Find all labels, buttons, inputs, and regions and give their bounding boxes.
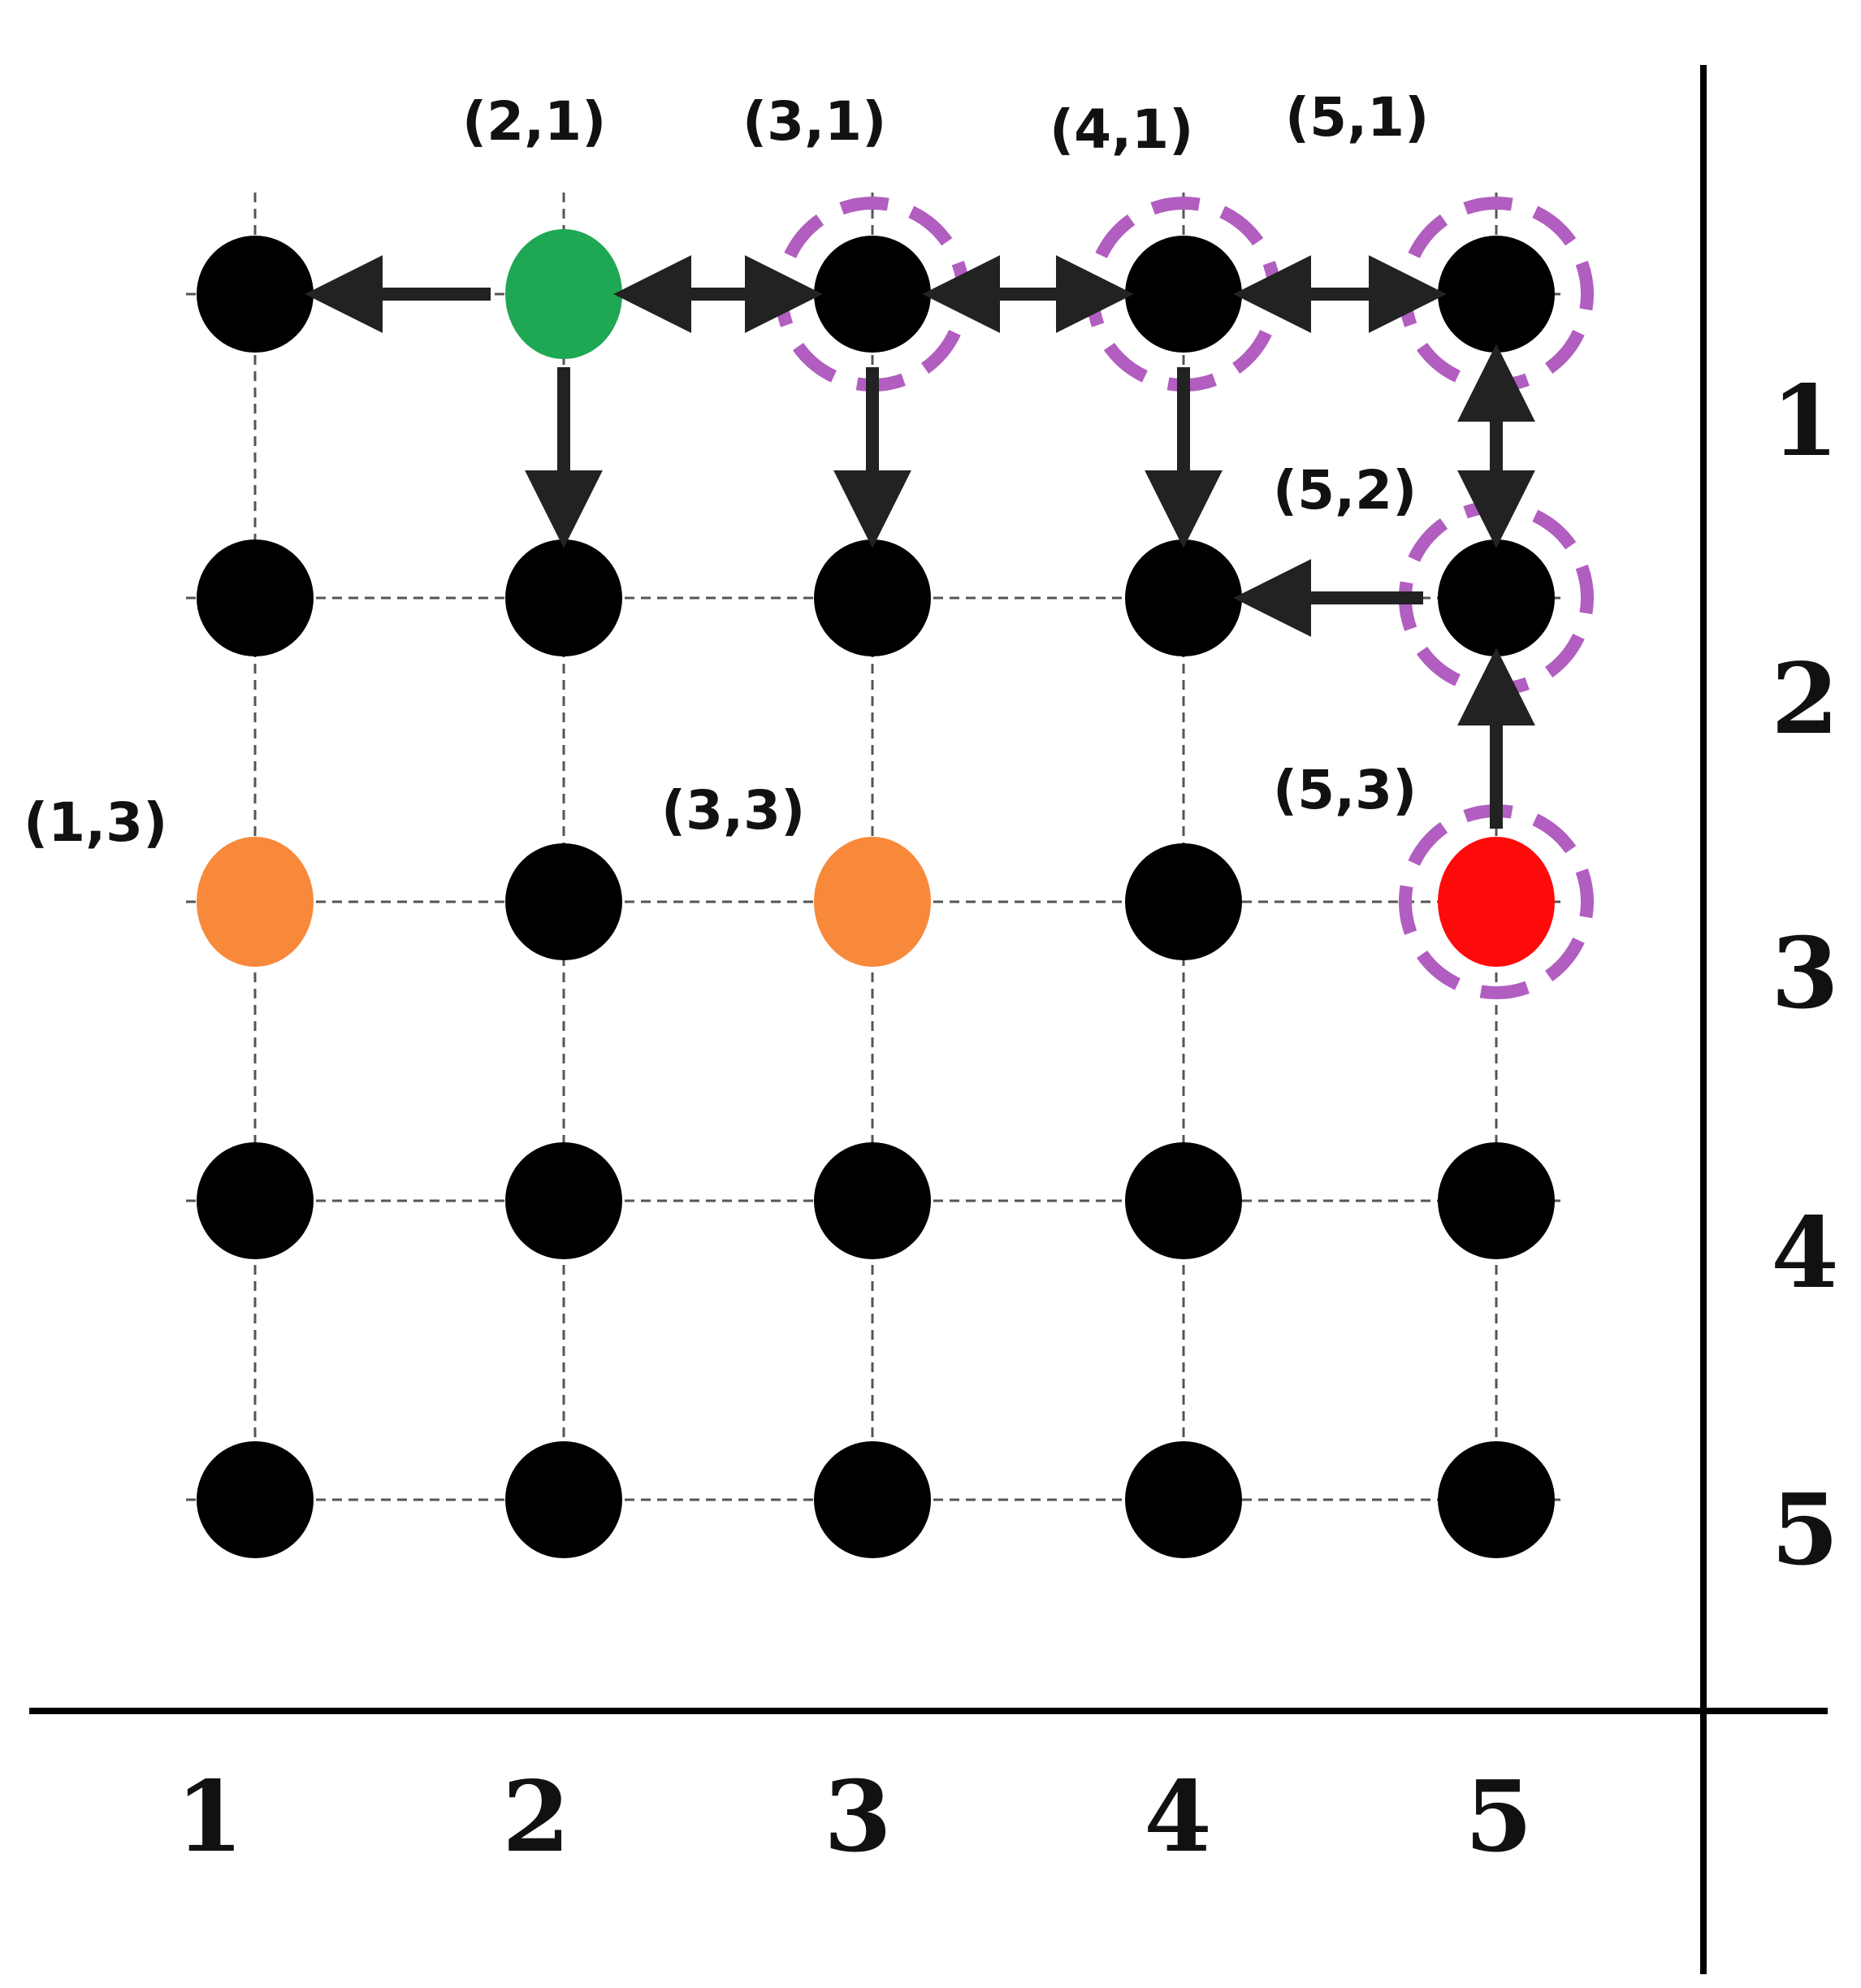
node-label-3-3: (3,3) [661, 779, 805, 842]
node-label-1-3: (1,3) [24, 791, 167, 854]
x-axis-tick-label-4: 4 [1144, 1760, 1212, 1874]
grid-node-3-5 [814, 1441, 931, 1558]
node-label-2-1: (2,1) [462, 90, 606, 153]
grid-node-1-4 [197, 1142, 314, 1259]
grid-node-5-2 [1438, 539, 1555, 656]
grid-node-2-2 [505, 539, 622, 656]
start-node-2-1 [505, 229, 622, 359]
x-axis-tick-label-3: 3 [824, 1760, 892, 1874]
x-axis-tick-label-5: 5 [1465, 1760, 1533, 1874]
grid-node-2-3 [505, 843, 622, 960]
highlight-ring-5-2 [1399, 500, 1594, 695]
grid-node-1-1 [197, 236, 314, 353]
node-label-5-3: (5,3) [1273, 759, 1417, 821]
grid-node-2-5 [505, 1441, 622, 1558]
node-label-5-1: (5,1) [1285, 86, 1429, 149]
y-axis-tick-label-2: 2 [1771, 642, 1839, 756]
y-axis-tick-label-4: 4 [1771, 1196, 1839, 1310]
grid-node-3-1 [814, 236, 931, 353]
node-coordinate-labels: (2,1) (3,1) (4,1) (5,1) (5,2) (5,3) (1,3) (3,3) [24, 86, 1429, 854]
grid-node-5-4 [1438, 1142, 1555, 1259]
grid-node-2-4 [505, 1142, 622, 1259]
grid-node-4-5 [1125, 1441, 1242, 1558]
x-axis-tick-label-1: 1 [175, 1760, 244, 1874]
axes: 1 2 3 4 5 1 2 3 4 5 [29, 65, 1839, 1974]
y-axis-tick-label-1: 1 [1771, 364, 1839, 479]
grid-node-3-4 [814, 1142, 931, 1259]
grid-node-5-1 [1438, 236, 1555, 353]
target-node-1-3 [197, 837, 314, 967]
end-node-5-3 [1438, 837, 1555, 967]
node-label-5-2: (5,2) [1273, 459, 1417, 522]
y-axis-tick-label-5: 5 [1771, 1473, 1839, 1587]
highlight-ring-5-3 [1399, 804, 1594, 999]
grid-node-4-3 [1125, 843, 1242, 960]
grid-node-5-5 [1438, 1441, 1555, 1558]
y-axis-tick-label-3: 3 [1771, 916, 1839, 1031]
path-arrows [305, 255, 1535, 829]
node-label-3-1: (3,1) [742, 90, 886, 153]
grid-node-4-1 [1125, 236, 1242, 353]
grid-nodes [197, 229, 1555, 1558]
grid-node-4-2 [1125, 539, 1242, 656]
grid-node-1-2 [197, 539, 314, 656]
grid-node-1-5 [197, 1441, 314, 1558]
grid-node-3-2 [814, 539, 931, 656]
target-node-3-3 [814, 837, 931, 967]
x-axis-tick-label-2: 2 [502, 1760, 570, 1874]
grid-node-4-4 [1125, 1142, 1242, 1259]
node-label-4-1: (4,1) [1050, 98, 1193, 161]
highlight-ring-5-1 [1399, 196, 1594, 392]
